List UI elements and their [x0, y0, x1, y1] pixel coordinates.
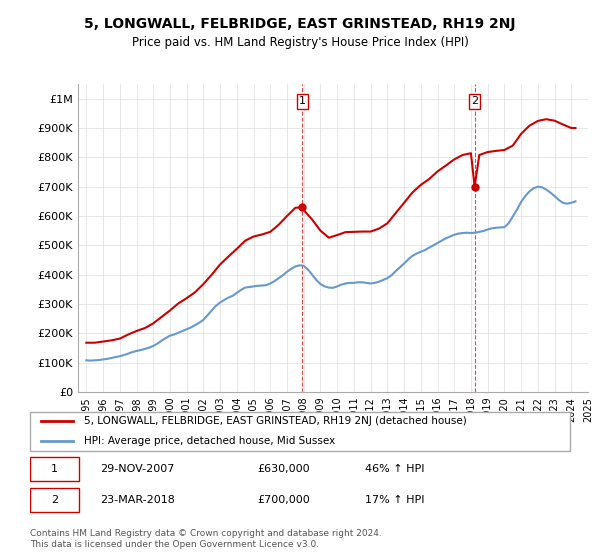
Text: £630,000: £630,000	[257, 464, 310, 474]
Text: 5, LONGWALL, FELBRIDGE, EAST GRINSTEAD, RH19 2NJ (detached house): 5, LONGWALL, FELBRIDGE, EAST GRINSTEAD, …	[84, 417, 467, 426]
Text: Price paid vs. HM Land Registry's House Price Index (HPI): Price paid vs. HM Land Registry's House …	[131, 36, 469, 49]
Text: 46% ↑ HPI: 46% ↑ HPI	[365, 464, 424, 474]
Text: 2: 2	[471, 96, 478, 106]
Text: 29-NOV-2007: 29-NOV-2007	[100, 464, 175, 474]
FancyBboxPatch shape	[30, 412, 570, 451]
Text: 17% ↑ HPI: 17% ↑ HPI	[365, 495, 424, 505]
Text: HPI: Average price, detached house, Mid Sussex: HPI: Average price, detached house, Mid …	[84, 436, 335, 446]
Text: 2: 2	[51, 495, 58, 505]
Text: 1: 1	[299, 96, 306, 106]
Text: Contains HM Land Registry data © Crown copyright and database right 2024.
This d: Contains HM Land Registry data © Crown c…	[30, 529, 382, 549]
FancyBboxPatch shape	[30, 458, 79, 480]
FancyBboxPatch shape	[30, 488, 79, 511]
Text: 23-MAR-2018: 23-MAR-2018	[100, 495, 175, 505]
Text: 5, LONGWALL, FELBRIDGE, EAST GRINSTEAD, RH19 2NJ: 5, LONGWALL, FELBRIDGE, EAST GRINSTEAD, …	[84, 17, 516, 31]
Text: 1: 1	[51, 464, 58, 474]
Text: £700,000: £700,000	[257, 495, 310, 505]
